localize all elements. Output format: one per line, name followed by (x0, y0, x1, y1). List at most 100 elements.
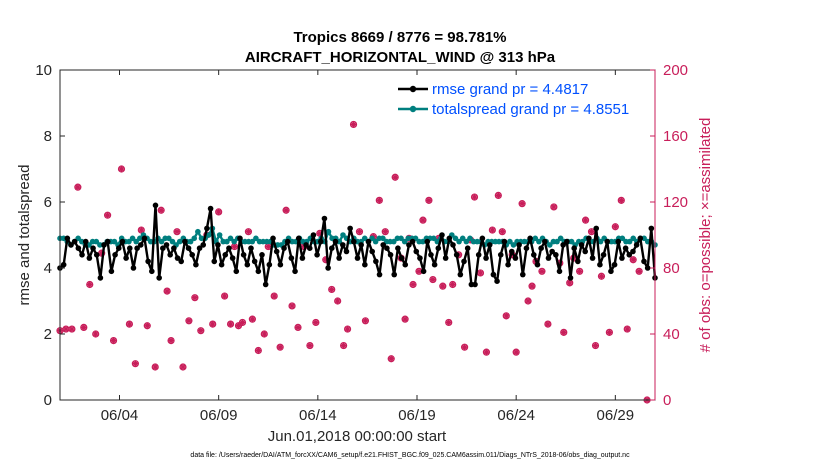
rmse-point (553, 252, 559, 258)
rmse-point (222, 252, 229, 258)
y-right-tick-label: 200 (663, 62, 688, 79)
obs-assimilated-marker (239, 319, 246, 326)
spread-point (390, 238, 397, 245)
rmse-point (347, 225, 353, 232)
rmse-point (112, 252, 118, 258)
rmse-point (538, 245, 544, 251)
rmse-point (615, 238, 622, 245)
obs-assimilated-marker (288, 302, 296, 310)
obs-assimilated-marker (499, 228, 506, 235)
obs-assimilated-marker (425, 197, 433, 204)
spread-point (137, 235, 143, 242)
rmse-point (163, 242, 170, 248)
spread-point (420, 238, 426, 245)
spread-point (227, 235, 234, 242)
obs-assimilated-marker (215, 208, 222, 216)
spread-point (459, 235, 466, 242)
rmse-point (185, 245, 192, 251)
rmse-point (259, 252, 265, 258)
obs-assimilated-marker (624, 325, 631, 333)
rmse-point (167, 252, 173, 258)
spread-point (133, 238, 139, 245)
rmse-point (196, 245, 203, 251)
rmse-point (358, 242, 364, 248)
rmse-point (101, 242, 107, 248)
obs-assimilated-marker (419, 216, 427, 224)
obs-assimilated-marker (249, 315, 256, 323)
rmse-point (354, 255, 361, 261)
obs-assimilated-marker (261, 330, 268, 338)
obs-assimilated-marker (445, 319, 452, 326)
rmse-point (321, 215, 328, 222)
obs-assimilated-marker (144, 322, 151, 329)
obs-assimilated-marker (126, 320, 133, 328)
x-tick-label: 06/24 (497, 407, 535, 424)
rmse-point (519, 271, 526, 278)
spread-point (216, 232, 223, 238)
obs-count-series (56, 120, 651, 404)
chart-title-line2: AIRCRAFT_HORIZONTAL_WIND @ 313 hPa (245, 49, 556, 66)
rmse-point (442, 255, 449, 261)
obs-assimilated-marker (618, 197, 625, 204)
obs-assimilated-marker (221, 292, 228, 300)
rmse-point (648, 225, 655, 232)
rmse-point (644, 265, 651, 271)
y-axis-left-label: rmse and totalspread (16, 165, 33, 306)
spread-point (597, 238, 604, 245)
obs-assimilated-marker (265, 243, 272, 250)
spread-point (176, 238, 183, 245)
obs-assimilated-marker (271, 292, 278, 300)
y-right-tick-label: 120 (663, 194, 688, 211)
rmse-series (57, 202, 658, 288)
y-right-tick-label: 40 (663, 326, 680, 343)
obs-assimilated-marker (312, 319, 320, 326)
rmse-point (505, 261, 511, 268)
y-axis-left-ticks: 0 2 4 6 8 10 (35, 62, 65, 409)
spread-point (191, 235, 198, 242)
rmse-point (380, 242, 387, 248)
obs-assimilated-marker (328, 286, 335, 293)
obs-assimilated-marker (167, 337, 175, 344)
rmse-point (310, 232, 317, 238)
rmse-point (362, 261, 368, 268)
spread-point (126, 238, 132, 245)
rmse-point (340, 242, 346, 248)
rmse-point (193, 261, 199, 268)
x-tick-label: 06/14 (299, 407, 337, 424)
legend: rmse grand pr = 4.4817 totalspread grand… (393, 80, 647, 120)
spread-point (93, 238, 100, 245)
legend-box (393, 80, 647, 120)
spread-point (554, 238, 560, 245)
spread-point (249, 238, 256, 245)
rmse-point (262, 281, 269, 288)
rmse-point (134, 245, 140, 251)
rmse-point (516, 242, 522, 248)
obs-assimilated-marker (80, 324, 87, 331)
y-left-tick-label: 8 (44, 128, 52, 145)
rmse-point (314, 252, 320, 258)
rmse-point (115, 245, 122, 251)
obs-assimilated-marker (74, 183, 82, 191)
rmse-point (336, 255, 342, 261)
rmse-point (450, 242, 456, 248)
rmse-point (564, 238, 570, 245)
obs-assimilated-marker (110, 337, 117, 344)
rmse-point (641, 258, 647, 265)
spread-point (195, 228, 201, 235)
rmse-point (534, 261, 541, 268)
rmse-point (479, 235, 486, 242)
obs-assimilated-marker (489, 226, 496, 234)
rmse-point (475, 252, 482, 258)
rmse-point (86, 255, 93, 261)
rmse-point (200, 242, 207, 248)
rmse-point (149, 268, 155, 275)
spread-point (380, 235, 386, 242)
rmse-point (90, 245, 96, 251)
spread-point (187, 238, 194, 245)
rmse-point (64, 235, 71, 242)
spread-point (568, 238, 575, 245)
obs-assimilated-marker (197, 327, 205, 334)
spread-point (467, 235, 473, 242)
obs-assimilated-marker (376, 197, 383, 204)
rmse-point (483, 255, 489, 261)
